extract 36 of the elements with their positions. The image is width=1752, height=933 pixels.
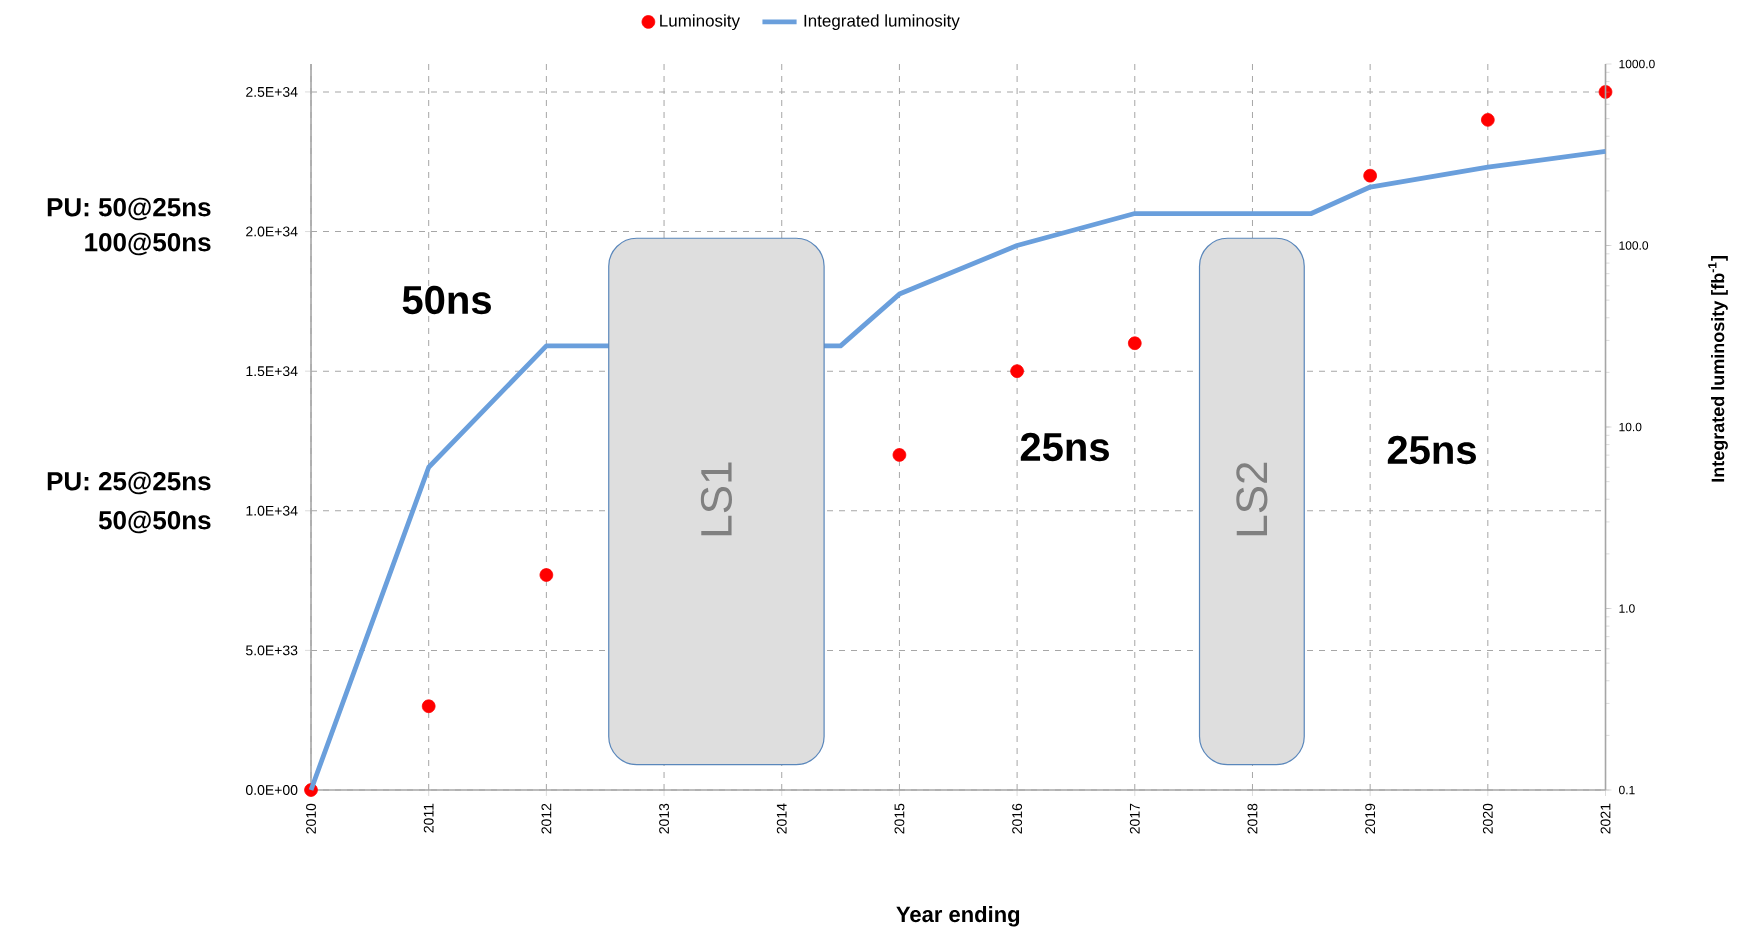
y-tick-label: 2.5E+34 xyxy=(246,87,298,97)
text: 50@50ns xyxy=(98,510,211,534)
x-tick-label: 2018 xyxy=(1247,803,1258,834)
x-axis-title: Year ending xyxy=(896,905,1020,927)
y-tick-label: 5.0E+33 xyxy=(245,645,298,656)
y2-tick-label: 0.1 xyxy=(1619,785,1635,795)
x-tick-label: 2014 xyxy=(776,803,787,834)
y-tick-label: 1.0E+34 xyxy=(246,505,298,516)
x-tick-label: 2020 xyxy=(1482,803,1493,834)
annotation: 25ns xyxy=(1020,432,1109,462)
band-label: LS2 xyxy=(1236,462,1268,536)
x-tick-label: 2010 xyxy=(306,803,316,834)
text: 100@50ns xyxy=(85,232,211,256)
y2-tick-label: 1.0 xyxy=(1619,604,1635,613)
x-tick-label: 2021 xyxy=(1600,803,1611,834)
x-tick-label: 2015 xyxy=(894,803,905,834)
legend-label: Integrated luminosity xyxy=(804,14,960,31)
legend-label: Luminosity xyxy=(660,14,740,31)
text: PU: 25@25ns xyxy=(47,471,211,495)
y-tick-label: 1.5E+34 xyxy=(246,366,298,377)
y2-axis-title: Integrated luminosity [fb$^{-1}$] xyxy=(1708,256,1728,482)
y-tick-label: 0.0E+00 xyxy=(245,785,298,795)
x-tick-label: 2016 xyxy=(1012,803,1023,834)
x-tick-label: 2019 xyxy=(1365,803,1376,834)
y2-tick-label: 1000.0 xyxy=(1619,59,1655,69)
annotation: 50ns xyxy=(402,285,491,315)
text: PU: 50@25ns xyxy=(47,197,211,221)
annotation: 25ns xyxy=(1387,435,1476,465)
x-tick-label: 2012 xyxy=(541,803,552,834)
y-tick-label: 2.0E+34 xyxy=(246,226,298,237)
x-tick-label: 2011 xyxy=(423,803,434,833)
y2-tick-label: 10.0 xyxy=(1619,422,1642,432)
x-tick-label: 2017 xyxy=(1129,803,1140,834)
x-tick-label: 2013 xyxy=(659,803,669,834)
band-label: LS1 xyxy=(700,462,733,536)
y2-tick-label: 100.0 xyxy=(1619,241,1649,250)
